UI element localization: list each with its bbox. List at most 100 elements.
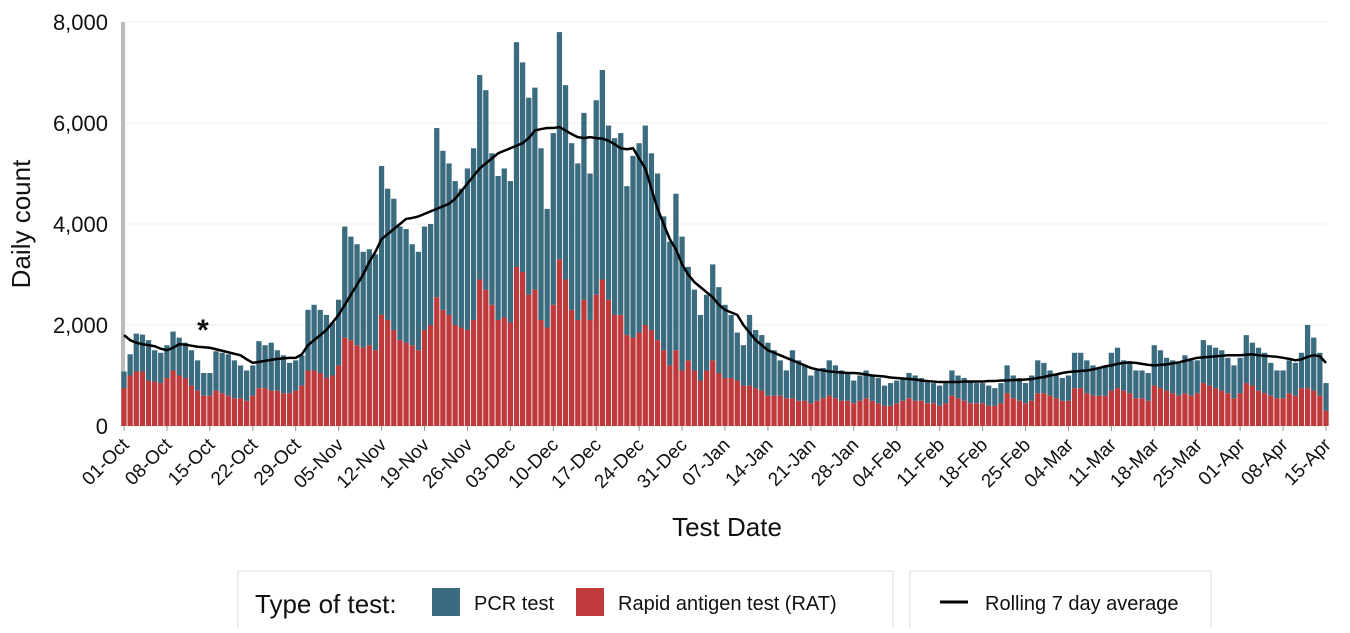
bar (127, 354, 133, 376)
bar (881, 385, 888, 406)
bar (605, 299, 612, 426)
bar (1298, 388, 1305, 426)
bar (1280, 370, 1286, 399)
bar (777, 395, 783, 426)
bar (838, 400, 845, 426)
bar (967, 380, 973, 404)
y-tick-label: 0 (96, 414, 108, 439)
bar (845, 400, 851, 426)
bar (575, 319, 581, 426)
bar (1176, 395, 1182, 426)
bar (1311, 390, 1317, 426)
bar (434, 297, 440, 426)
bar (133, 333, 139, 372)
bar (900, 400, 906, 426)
bar (685, 266, 691, 361)
bar (832, 398, 839, 426)
bar (145, 380, 152, 426)
bar (1139, 370, 1145, 399)
x-tick-label: 04-Mar (1021, 434, 1079, 492)
bar (372, 254, 379, 351)
bar (661, 350, 667, 426)
bar (526, 294, 532, 426)
bar (826, 395, 832, 426)
bar (826, 360, 832, 396)
bar (317, 309, 323, 373)
bar (949, 395, 955, 426)
bar (1194, 393, 1200, 426)
x-tick-label: 08-Apr (1237, 434, 1293, 490)
bar (1188, 395, 1194, 426)
bar (519, 62, 526, 272)
bar (795, 400, 802, 426)
x-tick-label: 01-Apr (1195, 434, 1251, 490)
bar (366, 345, 372, 426)
bar (943, 403, 949, 426)
bar (624, 335, 630, 426)
bar (1219, 350, 1225, 391)
bar (1304, 388, 1311, 426)
bar (575, 163, 581, 320)
bar (501, 168, 507, 318)
y-axis-title: Daily count (6, 159, 36, 288)
bar (857, 375, 863, 401)
bar (765, 395, 771, 426)
bar (360, 251, 366, 348)
bar (207, 395, 213, 426)
bar (299, 355, 305, 386)
bar (1206, 385, 1213, 426)
bar (556, 259, 563, 426)
bar (201, 372, 207, 396)
bar (268, 342, 274, 391)
x-tick-label: 22-Oct (207, 434, 263, 490)
bar (937, 405, 943, 426)
bar (562, 279, 569, 426)
bar (746, 314, 753, 386)
bar (851, 380, 857, 404)
bar (440, 150, 446, 310)
bar (1163, 390, 1170, 426)
bar (397, 226, 403, 341)
bar (1096, 367, 1102, 396)
bar (1145, 372, 1151, 401)
bar (317, 372, 323, 426)
bar (1133, 398, 1139, 426)
bar (538, 319, 544, 426)
bar (1114, 388, 1121, 426)
bar (182, 342, 188, 379)
bar (863, 398, 869, 426)
bar (1188, 360, 1194, 396)
bar (1047, 370, 1053, 396)
bar (495, 319, 501, 426)
bar (1028, 375, 1035, 401)
bar (274, 390, 280, 426)
bar (194, 390, 201, 426)
bar (992, 405, 998, 426)
bar (1065, 375, 1072, 401)
bar (1004, 393, 1010, 426)
bar (1286, 360, 1292, 394)
bar (998, 383, 1004, 404)
bar (937, 385, 943, 406)
bar (311, 370, 317, 426)
bar (814, 370, 820, 401)
bar (691, 370, 697, 426)
bar (256, 388, 262, 426)
bar (244, 400, 250, 426)
bar (526, 97, 532, 295)
bar (385, 188, 391, 320)
bar (188, 350, 195, 386)
bar (1059, 400, 1065, 426)
bar (581, 112, 587, 300)
bar (648, 153, 655, 331)
bar (1249, 342, 1256, 386)
x-tick-label: 04-Feb (849, 435, 906, 492)
bar (943, 383, 949, 404)
bar (1200, 340, 1206, 384)
bar (930, 383, 937, 404)
bar (207, 372, 213, 396)
x-tick-label: 08-Oct (121, 434, 177, 490)
bar (532, 289, 538, 426)
bar (421, 330, 428, 426)
bar (1157, 350, 1164, 389)
